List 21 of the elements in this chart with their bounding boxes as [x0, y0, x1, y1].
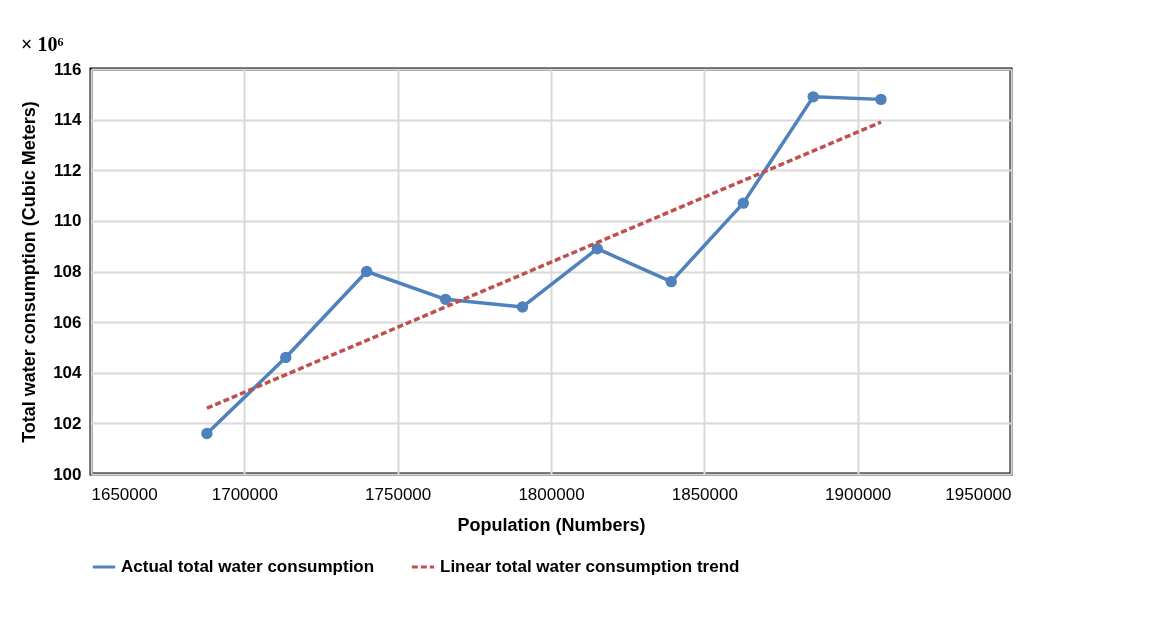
y-tick-label: 110 — [54, 211, 82, 231]
y-tick-label: 114 — [54, 110, 83, 130]
y-tick-label: 112 — [54, 160, 82, 180]
y-tick-label: 102 — [53, 413, 82, 433]
legend-label: Linear total water consumption trend — [440, 557, 740, 576]
legend-label: Actual total water consumption — [121, 557, 375, 576]
text: × 10⁶ — [21, 33, 64, 55]
x-tick-label: 1700000 — [211, 484, 278, 504]
y-tick-label: 108 — [53, 262, 82, 281]
y-tick-label: 106 — [53, 312, 82, 332]
x-tick-label: 1800000 — [518, 484, 585, 504]
x-tick-label: 1900000 — [825, 484, 892, 504]
y-tick-label: 116 — [54, 59, 82, 79]
y-tick-label: 100 — [53, 464, 82, 484]
y-tick-label: 104 — [53, 363, 83, 383]
x-axis-title: Population (Numbers) — [457, 514, 646, 535]
x-tick-label: 1950000 — [945, 484, 1012, 504]
x-tick-label: 1850000 — [671, 484, 738, 504]
x-tick-label: 1750000 — [365, 484, 432, 504]
x-tick-label: 1650000 — [91, 484, 158, 504]
y-axis-title: Total water consumption (Cubic Meters) — [19, 101, 40, 443]
